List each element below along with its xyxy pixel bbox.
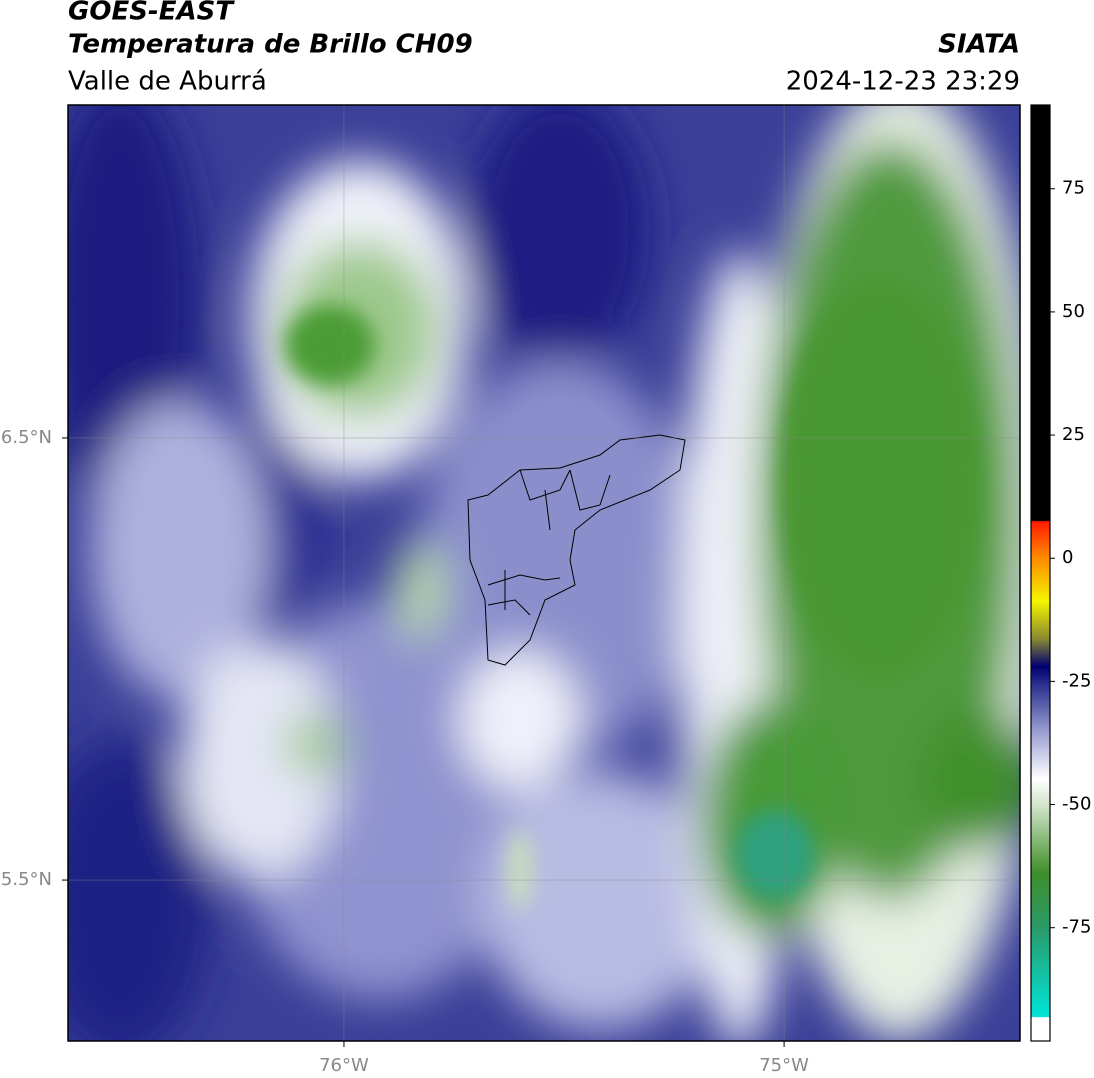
map-frame xyxy=(67,104,1021,1042)
colorbar-tick-label: -75 xyxy=(1062,917,1091,938)
satellite-image xyxy=(68,105,1020,1041)
x-tick-label: 75°W xyxy=(759,1055,809,1076)
colorbar-tick-label: -50 xyxy=(1062,794,1091,815)
y-tick-label: 6.5°N xyxy=(1,427,52,448)
region: Valle de Aburrá xyxy=(68,67,267,97)
colorbar-tick-label: 75 xyxy=(1062,178,1085,199)
municipal-boundaries xyxy=(467,434,686,666)
y-tick-label: 5.5°N xyxy=(1,869,52,890)
colorbar-tick-label: -25 xyxy=(1062,670,1091,691)
title-satellite: GOES-EAST xyxy=(68,0,235,27)
agency: SIATA xyxy=(938,30,1020,60)
x-tick-label: 76°W xyxy=(319,1055,369,1076)
colorbar-tick-label: 25 xyxy=(1062,424,1085,445)
colorbar-tick-label: 0 xyxy=(1062,547,1073,568)
colorbar xyxy=(1030,104,1051,1042)
title-product: Temperatura de Brillo CH09 xyxy=(68,30,473,60)
datetime: 2024-12-23 23:29 xyxy=(786,67,1020,97)
colorbar-tick-label: 50 xyxy=(1062,301,1085,322)
